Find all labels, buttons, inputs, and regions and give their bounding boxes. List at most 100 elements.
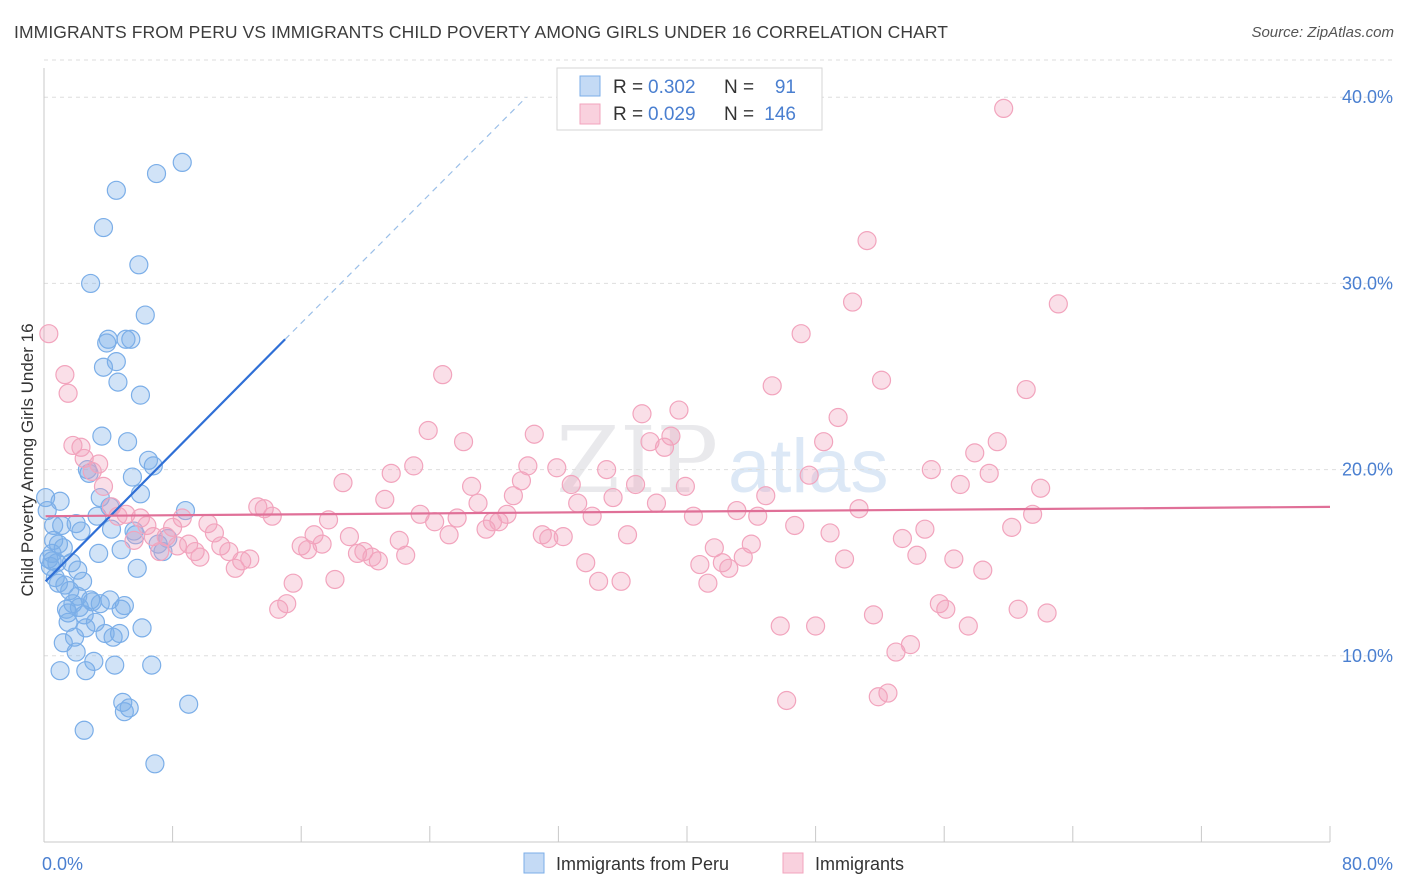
point-1-32 — [254, 499, 274, 519]
point-1-107 — [791, 324, 811, 344]
point-1-118 — [871, 370, 892, 390]
point-1-13 — [130, 508, 151, 528]
point-1-1 — [55, 365, 75, 385]
point-1-142 — [1048, 294, 1068, 314]
point-0-72 — [93, 217, 114, 238]
point-1-115 — [849, 499, 869, 519]
point-1-116 — [857, 231, 877, 251]
x-tick-label-0: 0.0% — [42, 854, 83, 874]
point-1-44 — [339, 527, 360, 547]
point-1-62 — [468, 493, 488, 513]
point-1-23 — [190, 547, 210, 567]
point-1-108 — [799, 465, 819, 485]
point-1-134 — [987, 432, 1007, 452]
point-1-56 — [425, 512, 445, 532]
point-1-89 — [661, 426, 681, 446]
point-0-77 — [50, 661, 70, 681]
point-1-112 — [828, 407, 848, 428]
point-1-136 — [1002, 517, 1022, 537]
point-1-91 — [675, 476, 695, 496]
trend-lines — [44, 96, 1331, 583]
point-1-52 — [396, 545, 416, 565]
legend-n-label-2: N = — [724, 104, 754, 125]
point-1-73 — [547, 458, 567, 478]
point-1-97 — [719, 558, 739, 578]
point-0-49 — [114, 595, 134, 616]
point-1-3 — [63, 435, 83, 456]
point-1-125 — [921, 460, 941, 480]
point-1-131 — [965, 443, 985, 463]
point-1-113 — [834, 549, 855, 569]
point-0-85 — [66, 514, 86, 534]
legend-r-label-1: R = — [613, 77, 643, 98]
point-0-73 — [81, 273, 101, 294]
point-0-86 — [90, 594, 110, 614]
trend-extension-0 — [284, 96, 527, 340]
point-0-81 — [53, 633, 73, 653]
point-0-11 — [53, 538, 73, 558]
point-1-12 — [124, 530, 144, 550]
point-0-19 — [66, 642, 86, 662]
point-1-111 — [820, 523, 840, 543]
point-1-105 — [777, 690, 797, 711]
point-0-35 — [92, 426, 112, 446]
point-1-42 — [325, 569, 345, 590]
point-1-88 — [654, 437, 675, 457]
point-1-49 — [375, 489, 395, 510]
point-0-16 — [61, 553, 81, 573]
legend-swatch-peru — [579, 75, 601, 97]
point-1-128 — [944, 549, 964, 569]
point-1-8 — [93, 476, 114, 496]
point-1-100 — [741, 534, 761, 554]
point-1-75 — [561, 474, 581, 495]
point-0-6 — [45, 568, 65, 588]
point-1-79 — [588, 571, 609, 591]
point-0-82 — [44, 515, 64, 536]
y-tick-label-3: 40.0% — [1342, 87, 1393, 107]
point-0-78 — [76, 661, 96, 681]
point-0-45 — [108, 372, 128, 392]
point-0-47 — [111, 599, 131, 619]
legend-n-value-2: 146 — [764, 104, 796, 125]
point-0-59 — [130, 385, 151, 405]
legend-swatch-immigrants — [579, 103, 601, 125]
point-1-2 — [58, 383, 78, 403]
point-1-135 — [994, 98, 1014, 119]
point-1-85 — [632, 404, 652, 424]
point-1-33 — [262, 506, 282, 526]
point-0-84 — [42, 551, 62, 571]
legend-r-label-2: R = — [613, 104, 643, 125]
point-1-40 — [312, 534, 332, 554]
point-0-51 — [117, 432, 138, 452]
point-1-137 — [1008, 599, 1028, 619]
point-1-130 — [958, 616, 978, 636]
point-1-81 — [603, 487, 623, 508]
point-1-124 — [915, 519, 935, 539]
point-0-76 — [74, 720, 94, 740]
point-1-70 — [524, 424, 544, 444]
point-1-106 — [785, 515, 805, 536]
point-0-43 — [105, 655, 125, 675]
point-1-48 — [368, 551, 388, 571]
point-1-104 — [770, 616, 790, 636]
point-1-129 — [950, 474, 970, 495]
point-1-122 — [900, 635, 921, 655]
point-1-74 — [553, 527, 573, 547]
point-1-60 — [453, 432, 474, 452]
point-1-6 — [82, 461, 102, 482]
point-1-7 — [89, 454, 109, 474]
point-1-78 — [582, 506, 602, 526]
point-1-67 — [503, 486, 523, 506]
bottom-legend-label-peru: Immigrants from Peru — [556, 854, 729, 874]
point-1-127 — [936, 599, 956, 619]
point-0-74 — [114, 702, 134, 722]
series-immigrants — [39, 98, 1068, 711]
point-0-87 — [111, 540, 131, 560]
point-0-71 — [106, 180, 126, 200]
point-0-80 — [58, 603, 78, 623]
point-0-75 — [145, 754, 165, 774]
point-1-69 — [518, 456, 538, 476]
point-1-132 — [973, 560, 993, 580]
point-1-57 — [433, 365, 453, 385]
point-0-88 — [130, 484, 151, 504]
